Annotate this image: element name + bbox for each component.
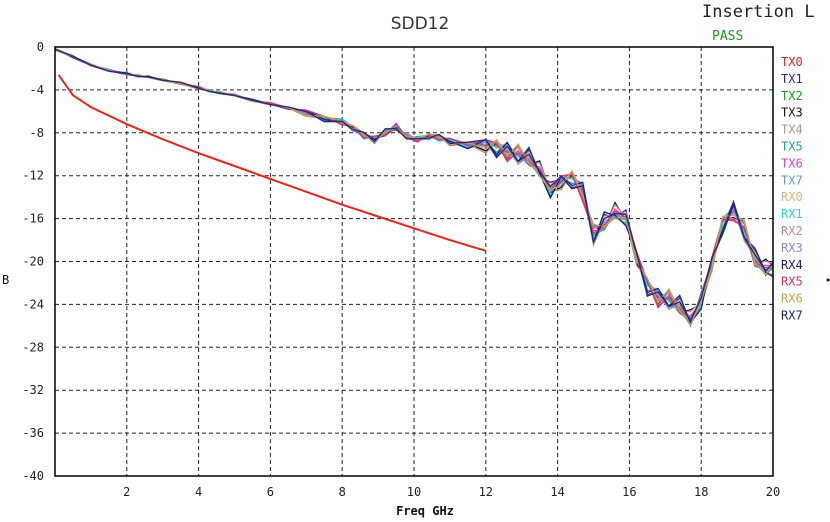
y-tick-label: -24 [22, 297, 44, 311]
legend-item-rx2: RX2 [781, 224, 803, 238]
legend-item-rx3: RX3 [781, 241, 803, 255]
y-tick-label: -8 [30, 126, 44, 140]
y-tick-label: -28 [22, 340, 44, 354]
y-tick-label: -36 [22, 426, 44, 440]
x-tick-label: 12 [479, 485, 493, 499]
x-tick-labels: 2 4 6 8 10 12 14 16 18 20 [123, 485, 780, 499]
legend: TX0 TX1 TX2 TX3 TX4 TX5 TX6 TX7 RX0 RX1 RX2 RX3 RX4 R… [781, 55, 803, 323]
y-axis-label: B [2, 273, 9, 287]
legend-item-rx6: RX6 [781, 292, 803, 306]
x-axis-label: Freq GHz [396, 504, 454, 518]
y-tick-label: -16 [22, 212, 44, 226]
y-tick-label: -20 [22, 255, 44, 269]
legend-item-tx6: TX6 [781, 156, 803, 170]
legend-item-tx4: TX4 [781, 123, 803, 137]
y-tick-label: -32 [22, 383, 44, 397]
x-tick-label: 8 [339, 485, 346, 499]
x-tick-label: 10 [407, 485, 421, 499]
legend-item-tx3: TX3 [781, 106, 803, 120]
corner-title: Insertion L [702, 2, 815, 22]
legend-item-rx0: RX0 [781, 190, 803, 204]
x-tick-label: 14 [550, 485, 564, 499]
chart-title: SDD12 [391, 14, 450, 34]
x-tick-label: 4 [195, 485, 202, 499]
grid-lines [55, 47, 773, 476]
x-tick-label: 2 [123, 485, 130, 499]
marker-dot [826, 278, 830, 282]
legend-item-tx5: TX5 [781, 140, 803, 154]
legend-item-tx2: TX2 [781, 89, 803, 103]
x-tick-label: 20 [766, 485, 780, 499]
x-tick-label: 18 [694, 485, 708, 499]
y-tick-label: -12 [22, 169, 44, 183]
legend-item-rx7: RX7 [781, 309, 803, 323]
limit-line-layer [57, 74, 487, 252]
legend-item-rx4: RX4 [781, 258, 803, 272]
legend-item-tx7: TX7 [781, 173, 803, 187]
x-tick-label: 16 [622, 485, 636, 499]
y-tick-label: -40 [22, 469, 44, 483]
legend-item-tx0: TX0 [781, 55, 803, 69]
pass-status: PASS [712, 29, 743, 44]
legend-item-rx5: RX5 [781, 275, 803, 289]
x-tick-label: 6 [267, 485, 274, 499]
y-tick-label: -4 [30, 83, 44, 97]
y-tick-labels: 0 -4 -8 -12 -16 -20 -24 -28 -32 -36 -40 [22, 40, 44, 483]
plot-frame [54, 46, 774, 477]
legend-item-rx1: RX1 [781, 207, 803, 221]
series-line-rx7 [54, 48, 774, 323]
limit-line [57, 74, 487, 252]
y-tick-label: 0 [37, 40, 44, 54]
series-layer [54, 48, 774, 328]
legend-item-tx1: TX1 [781, 72, 803, 86]
